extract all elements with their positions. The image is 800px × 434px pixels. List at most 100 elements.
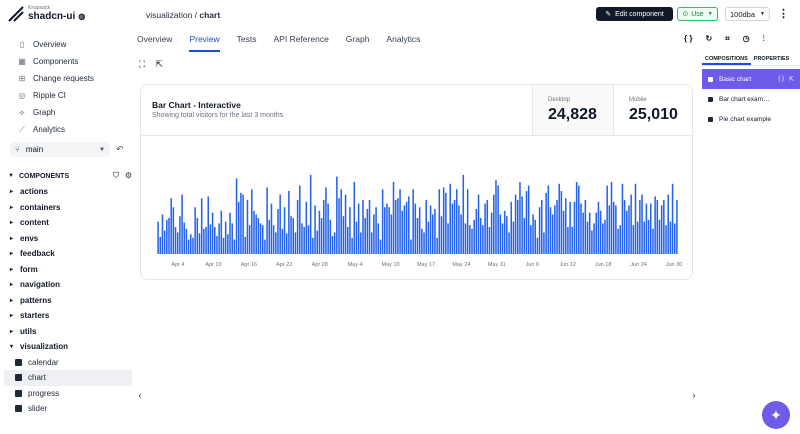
chart-bar[interactable] xyxy=(438,189,441,254)
composition-item-basic-chart[interactable]: Basic chart { } ⇱ xyxy=(702,69,800,89)
collapse-right-button[interactable]: › xyxy=(687,388,701,402)
chart-bar[interactable] xyxy=(224,221,227,254)
chart-bar[interactable] xyxy=(673,223,676,254)
tab-tests[interactable]: Tests xyxy=(236,34,257,44)
chart-bar[interactable] xyxy=(394,200,397,254)
gear-icon[interactable]: ⚙ xyxy=(124,171,132,180)
open-external-icon[interactable]: ⇱ xyxy=(788,76,794,83)
chart-bar[interactable] xyxy=(205,227,207,254)
chart-bar[interactable] xyxy=(248,225,251,254)
chart-bar[interactable] xyxy=(368,200,371,254)
chart-bar[interactable] xyxy=(499,214,502,254)
chart-bar[interactable] xyxy=(436,237,438,254)
chart-bar[interactable] xyxy=(567,227,569,254)
chart-bar[interactable] xyxy=(458,205,460,254)
chart-bar[interactable] xyxy=(649,203,652,254)
chart-bar[interactable] xyxy=(564,198,567,254)
chart-bar[interactable] xyxy=(355,221,358,254)
chart-bar[interactable] xyxy=(669,221,672,254)
frame-icon[interactable]: ⛶ xyxy=(139,59,146,69)
chart-bar[interactable] xyxy=(416,218,419,254)
chart-bar[interactable] xyxy=(299,185,301,254)
chart-bar[interactable] xyxy=(551,214,554,254)
chart-bar[interactable] xyxy=(209,224,212,254)
nav-item-overview[interactable]: ▯ Overview xyxy=(16,36,130,53)
tab-properties[interactable]: PROPERTIES xyxy=(753,56,790,62)
collapse-left-button[interactable]: ‹ xyxy=(133,388,147,402)
chart-bar[interactable] xyxy=(460,214,462,254)
components-header[interactable]: ▼ COMPONENTS ⛉ ⚙ xyxy=(8,170,132,182)
tree-group-navigation[interactable]: ▸ navigation xyxy=(10,277,132,293)
chart-bar[interactable] xyxy=(506,216,508,254)
chart-bar[interactable] xyxy=(314,205,316,254)
chart-bar[interactable] xyxy=(615,205,617,254)
chart-bar[interactable] xyxy=(471,228,473,254)
chart-bar[interactable] xyxy=(667,194,669,254)
chart-bar[interactable] xyxy=(623,200,626,254)
crop-icon[interactable]: ⌗ xyxy=(725,34,730,43)
chart-bar[interactable] xyxy=(303,227,305,254)
chart-bar[interactable] xyxy=(272,225,275,254)
chart-bar[interactable] xyxy=(307,225,310,254)
nav-item-change-requests[interactable]: ⊞ Change requests xyxy=(16,70,130,87)
chart-bar[interactable] xyxy=(366,209,369,254)
chart-bar[interactable] xyxy=(455,189,458,254)
tree-item-chart[interactable]: chart xyxy=(4,370,132,386)
chart-bar[interactable] xyxy=(469,225,471,254)
chart-bar[interactable] xyxy=(351,237,353,254)
chart-bar[interactable] xyxy=(294,232,297,254)
chart-bar[interactable] xyxy=(279,194,281,254)
brand-logo[interactable]: Knapsack shadcn-ui ◍ xyxy=(8,6,85,22)
chart-bar[interactable] xyxy=(575,182,578,254)
chart-bar[interactable] xyxy=(490,212,493,254)
tree-group-containers[interactable]: ▸ containers xyxy=(10,200,132,216)
chart-bar[interactable] xyxy=(606,185,608,254)
code-icon[interactable]: { } xyxy=(684,34,693,43)
chart-bar[interactable] xyxy=(309,174,312,254)
chart-bar[interactable] xyxy=(656,200,659,254)
chart-bar[interactable] xyxy=(264,239,266,254)
chart-bar[interactable] xyxy=(484,203,486,254)
chart-bar[interactable] xyxy=(588,212,591,254)
chart-bar[interactable] xyxy=(168,218,170,254)
chart-bar[interactable] xyxy=(216,236,218,254)
chart-bar[interactable] xyxy=(617,228,619,254)
chart-bar[interactable] xyxy=(375,207,377,254)
chart-bar[interactable] xyxy=(185,228,188,254)
tree-group-patterns[interactable]: ▸ patterns xyxy=(10,293,132,309)
chart-bar[interactable] xyxy=(227,234,229,254)
chart-bar[interactable] xyxy=(290,216,292,254)
chart-bar[interactable] xyxy=(482,225,484,254)
chart-bar[interactable] xyxy=(159,236,162,254)
chart-bar[interactable] xyxy=(558,183,560,254)
chart-bar[interactable] xyxy=(473,219,475,254)
tab-overview[interactable]: Overview xyxy=(137,34,173,44)
chart-bar[interactable] xyxy=(235,178,238,254)
tree-group-envs[interactable]: ▸ envs xyxy=(10,231,132,247)
chart-bar[interactable] xyxy=(285,233,288,254)
tree-group-content[interactable]: ▸ content xyxy=(10,215,132,231)
tree-item-calendar[interactable]: calendar xyxy=(10,355,132,371)
tree-group-feedback[interactable]: ▸ feedback xyxy=(10,246,132,262)
chart-bar[interactable] xyxy=(427,221,430,254)
chart-bar[interactable] xyxy=(582,212,584,254)
chart-bar[interactable] xyxy=(325,187,327,254)
chart-bar[interactable] xyxy=(257,218,260,254)
chart-bar[interactable] xyxy=(634,183,637,254)
chart-bar[interactable] xyxy=(312,237,314,254)
chart-bar[interactable] xyxy=(288,191,290,254)
chart-bar[interactable] xyxy=(331,236,334,254)
chart-bar[interactable] xyxy=(517,200,519,254)
chart-bar[interactable] xyxy=(449,183,451,254)
chart-bar[interactable] xyxy=(170,198,172,254)
chart-bar[interactable] xyxy=(636,221,639,254)
chart-bar[interactable] xyxy=(425,200,427,254)
chart-bar[interactable] xyxy=(442,187,445,254)
chart-bar[interactable] xyxy=(246,200,249,254)
chart-bar[interactable] xyxy=(434,209,436,254)
chart-bar[interactable] xyxy=(414,203,417,254)
chart-bar[interactable] xyxy=(477,194,480,254)
chart-bar[interactable] xyxy=(364,218,366,254)
chart-bar[interactable] xyxy=(163,230,166,254)
tree-group-visualization[interactable]: ▾ visualization xyxy=(10,339,132,355)
